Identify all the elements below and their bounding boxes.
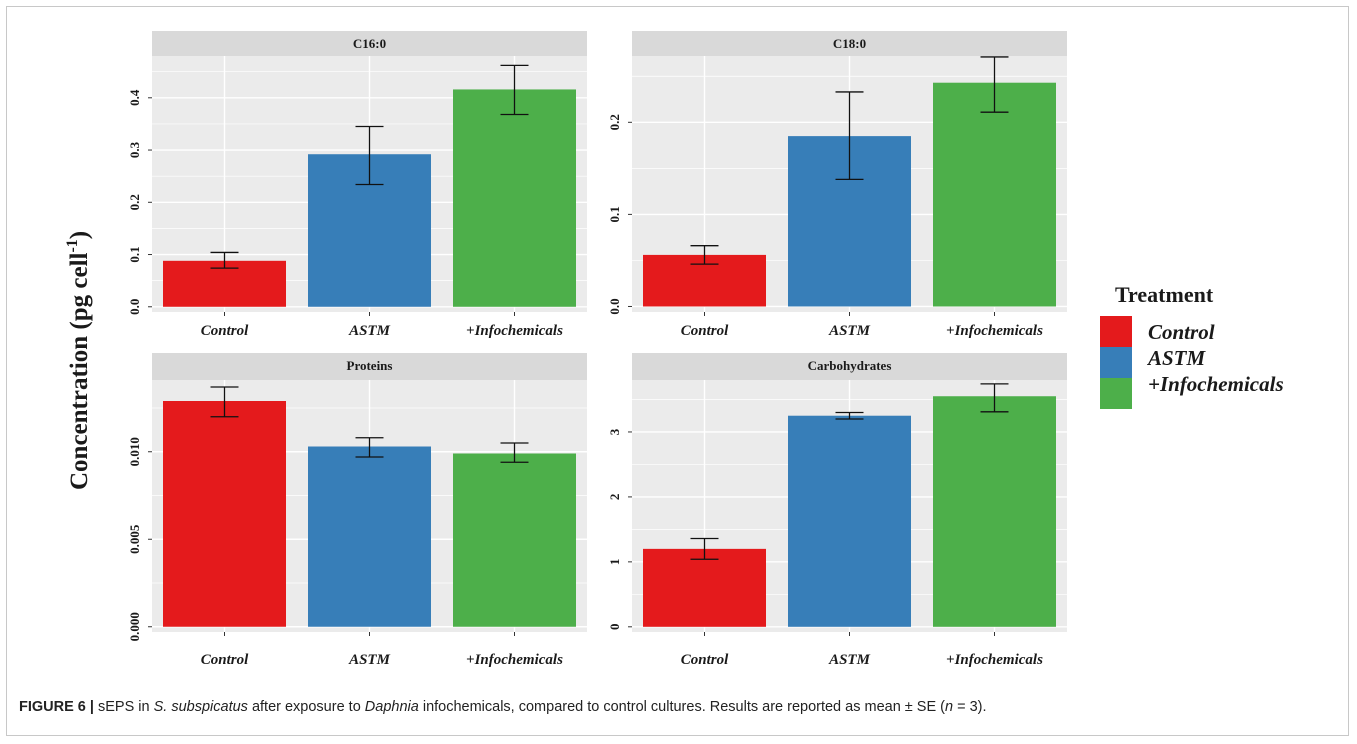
y-tick-label: 0.000 bbox=[127, 612, 142, 641]
panel-title: Carbohydrates bbox=[808, 358, 892, 373]
x-category-label: ASTM bbox=[828, 652, 871, 668]
y-tick-label: 0.3 bbox=[127, 141, 142, 158]
y-tick-label: 0.005 bbox=[127, 524, 142, 554]
figure-caption: FIGURE 6 | sEPS in S. subspicatus after … bbox=[19, 699, 987, 715]
bar-control bbox=[643, 548, 766, 627]
legend-label-astm: ASTM bbox=[1146, 346, 1207, 370]
y-axis-label: Concentration (pg cell-1) bbox=[64, 231, 93, 490]
caption-run: after exposure to bbox=[247, 699, 365, 715]
x-category-label: Control bbox=[681, 323, 729, 339]
panel-title: C18:0 bbox=[833, 36, 866, 51]
figure-frame bbox=[6, 6, 1349, 736]
legend-label-control: Control bbox=[1148, 320, 1215, 344]
y-tick-label: 0 bbox=[607, 624, 622, 631]
caption-run: infochemicals, compared to control cultu… bbox=[418, 699, 945, 715]
error-bar bbox=[690, 537, 719, 560]
bar-infochemicals bbox=[933, 82, 1056, 307]
bar-control bbox=[163, 401, 286, 627]
panel-title: Proteins bbox=[347, 358, 393, 373]
legend-swatch-astm bbox=[1100, 347, 1132, 378]
panel-strip bbox=[152, 31, 587, 56]
x-category-label: Control bbox=[681, 652, 729, 668]
y-tick-label: 0.4 bbox=[127, 89, 142, 106]
caption-run: sEPS in bbox=[93, 699, 154, 715]
caption-run: = 3). bbox=[953, 699, 987, 715]
error-bar bbox=[500, 64, 529, 116]
error-bar bbox=[690, 245, 719, 265]
caption-run: S. subspicatus bbox=[153, 699, 248, 715]
x-category-label: Control bbox=[201, 323, 249, 339]
caption-run: Daphnia bbox=[364, 699, 419, 715]
error-bar bbox=[500, 442, 529, 463]
x-category-label: +Infochemicals bbox=[946, 652, 1043, 668]
legend-swatch-infochemicals bbox=[1100, 378, 1132, 409]
y-tick-label: 0.1 bbox=[607, 206, 622, 222]
error-bar bbox=[355, 437, 384, 458]
caption-run: n bbox=[944, 699, 954, 715]
y-tick-label: 0.0 bbox=[607, 298, 622, 314]
caption-text: sEPS in S. subspicatus after exposure to… bbox=[94, 699, 987, 715]
y-tick-label: 3 bbox=[607, 428, 622, 435]
chart-panel: Carbohydrates 0 1 2 3 Control ASTM +Infochemica… bbox=[607, 353, 1067, 668]
legend-title: Treatment bbox=[1115, 282, 1214, 307]
x-category-label: +Infochemicals bbox=[466, 652, 563, 668]
y-tick-label: 1 bbox=[607, 559, 622, 566]
bar-astm bbox=[788, 415, 911, 627]
panel-strip bbox=[152, 353, 587, 380]
error-bar bbox=[835, 411, 864, 420]
chart-panel: C16:0 0.0 0.1 0.2 0.3 0.4 Control ASTM +Infochem… bbox=[127, 31, 587, 339]
bar-infochemicals bbox=[453, 89, 576, 307]
y-tick-label: 2 bbox=[607, 494, 622, 501]
legend-label-infochemicals: +Infochemicals bbox=[1148, 372, 1284, 396]
y-tick-label: 0.0 bbox=[127, 299, 142, 315]
chart-panels: C16:0 0.0 0.1 0.2 0.3 0.4 Control ASTM +Infochem… bbox=[127, 31, 1067, 668]
error-bar bbox=[210, 251, 239, 269]
bar-infochemicals bbox=[453, 453, 576, 627]
y-tick-label: 0.1 bbox=[127, 246, 142, 262]
bar-astm bbox=[308, 446, 431, 627]
legend: Treatment Control ASTM +Infochemicals bbox=[1100, 282, 1284, 409]
x-category-label: +Infochemicals bbox=[466, 323, 563, 339]
panel-title: C16:0 bbox=[353, 36, 386, 51]
panel-strip bbox=[632, 31, 1067, 56]
x-category-label: ASTM bbox=[348, 323, 391, 339]
error-bar bbox=[210, 386, 239, 418]
y-tick-label: 0.010 bbox=[127, 437, 142, 466]
error-bar bbox=[355, 125, 384, 186]
legend-swatch-control bbox=[1100, 316, 1132, 347]
x-category-label: ASTM bbox=[828, 323, 871, 339]
x-category-label: +Infochemicals bbox=[946, 323, 1043, 339]
x-category-label: ASTM bbox=[348, 652, 391, 668]
bar-infochemicals bbox=[933, 396, 1056, 627]
error-bar bbox=[980, 56, 1009, 113]
caption-label: FIGURE 6 | bbox=[19, 699, 94, 715]
chart-panel: Proteins 0.000 0.005 0.010 Control ASTM +Infoc… bbox=[127, 353, 587, 668]
panel-strip bbox=[632, 353, 1067, 380]
x-category-label: Control bbox=[201, 652, 249, 668]
error-bar bbox=[835, 91, 864, 181]
chart-panel: C18:0 0.0 0.1 0.2 Control ASTM +Infochemicals bbox=[607, 31, 1067, 339]
error-bar bbox=[980, 383, 1009, 413]
y-tick-label: 0.2 bbox=[607, 114, 622, 130]
y-tick-label: 0.2 bbox=[127, 194, 142, 210]
